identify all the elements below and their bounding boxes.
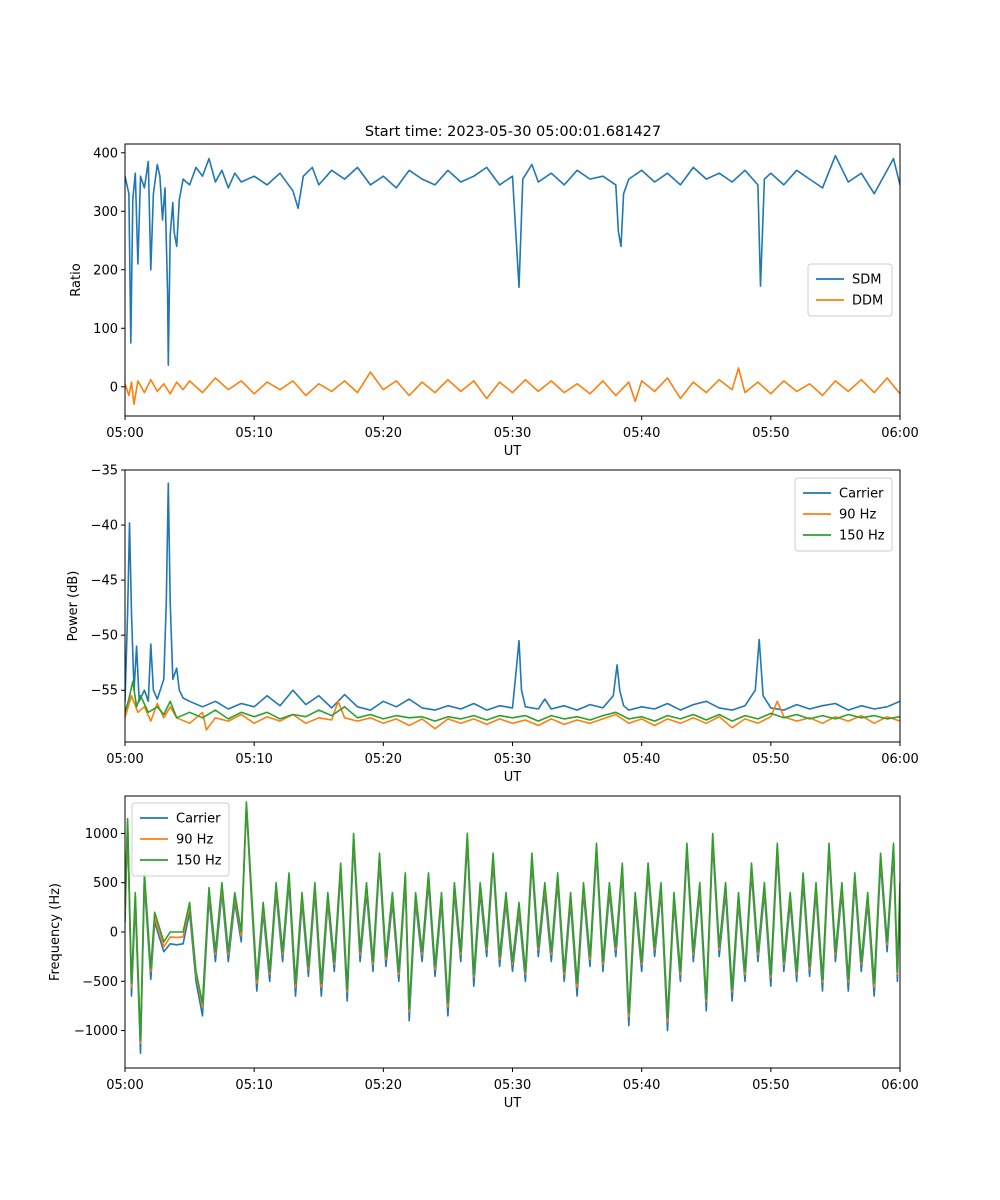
power-y-tick-label: −35: [91, 464, 118, 479]
figure-title: Start time: 2023-05-30 05:00:01.681427: [365, 124, 661, 140]
ratio-x-tick-label: 05:50: [752, 426, 789, 441]
frequency-panel: 05:00 05:10 05:20 05:30 05:40 05:50 06:00 −1000…: [48, 795, 919, 1111]
power-legend-label: Carrier: [839, 487, 884, 502]
frequency-legend-label: Carrier: [176, 812, 221, 827]
ratio-y-tick-label: 400: [93, 146, 118, 161]
power-y-tick-label: −50: [91, 629, 118, 644]
ratio-legend-label: DDM: [852, 294, 883, 309]
ratio-legend-box: [807, 263, 893, 317]
frequency-y-tick-label: 500: [93, 876, 118, 891]
power-series-150-hz-line: [125, 680, 900, 722]
power-x-tick-label: 05:30: [494, 752, 531, 767]
power-x-tick-label: 05:20: [365, 752, 402, 767]
frequency-x-tick-label: 05:10: [235, 1078, 272, 1093]
ratio-y-tick-label: 200: [93, 263, 118, 278]
ratio-y-tick-label: 0: [110, 380, 118, 395]
power-series-90-hz-line: [125, 694, 900, 731]
power-x-axis-label: UT: [504, 770, 522, 785]
frequency-y-axis-label: Frequency (Hz): [48, 883, 63, 981]
power-x-tick-label: 05:10: [235, 752, 272, 767]
frequency-x-tick-label: 05:50: [752, 1078, 789, 1093]
frequency-legend-box: [131, 802, 230, 877]
ratio-x-tick-label: 05:10: [235, 426, 272, 441]
frequency-y-tick-label: 1000: [85, 827, 118, 842]
frequency-x-tick-label: 06:00: [881, 1078, 918, 1093]
frequency-x-tick-label: 05:00: [106, 1078, 143, 1093]
frequency-y-tick-label: −1000: [74, 1024, 118, 1039]
ratio-panel: 05:00 05:10 05:20 05:30 05:40 05:50 06:00 0 100 2…: [69, 143, 919, 459]
ratio-series-sdm-line: [125, 154, 900, 366]
ratio-x-axis-label: UT: [504, 444, 522, 459]
frequency-legend: Carrier 90 Hz 150 Hz: [131, 802, 230, 877]
power-x-tick-label: 06:00: [881, 752, 918, 767]
ratio-y-tick-label: 300: [93, 205, 118, 220]
power-y-tick-label: −40: [91, 519, 118, 534]
power-series-carrier-line: [125, 482, 900, 711]
ratio-x-tick-label: 05:20: [365, 426, 402, 441]
power-legend: Carrier 90 Hz 150 Hz: [794, 477, 893, 552]
ratio-series-ddm-line: [125, 367, 900, 406]
ratio-legend: SDM DDM: [807, 263, 893, 317]
ratio-y-axis-label: Ratio: [69, 263, 84, 296]
frequency-x-tick-label: 05:20: [365, 1078, 402, 1093]
power-y-tick-label: −55: [91, 684, 118, 699]
frequency-x-tick-label: 05:40: [623, 1078, 660, 1093]
power-y-tick-label: −45: [91, 574, 118, 589]
power-panel: 05:00 05:10 05:20 05:30 05:40 05:50 06:00 −55 −5…: [66, 464, 919, 786]
frequency-legend-label: 90 Hz: [176, 833, 213, 848]
ratio-x-tick-label: 06:00: [881, 426, 918, 441]
frequency-legend-label: 150 Hz: [176, 854, 222, 869]
frequency-x-axis-label: UT: [504, 1096, 522, 1111]
power-x-tick-label: 05:00: [106, 752, 143, 767]
power-x-tick-label: 05:40: [623, 752, 660, 767]
ratio-x-tick-label: 05:30: [494, 426, 531, 441]
ratio-legend-label: SDM: [852, 273, 881, 288]
power-legend-label: 150 Hz: [839, 529, 885, 544]
power-legend-box: [794, 477, 893, 552]
frequency-y-tick-label: 0: [110, 926, 118, 941]
power-x-tick-label: 05:50: [752, 752, 789, 767]
ratio-x-tick-label: 05:00: [106, 426, 143, 441]
frequency-x-tick-label: 05:30: [494, 1078, 531, 1093]
ratio-y-tick-label: 100: [93, 322, 118, 337]
power-legend-label: 90 Hz: [839, 508, 876, 523]
frequency-series-150-hz-line: [125, 801, 900, 1042]
ratio-x-tick-label: 05:40: [623, 426, 660, 441]
frequency-y-tick-label: −500: [82, 975, 118, 990]
power-y-axis-label: Power (dB): [66, 571, 81, 642]
